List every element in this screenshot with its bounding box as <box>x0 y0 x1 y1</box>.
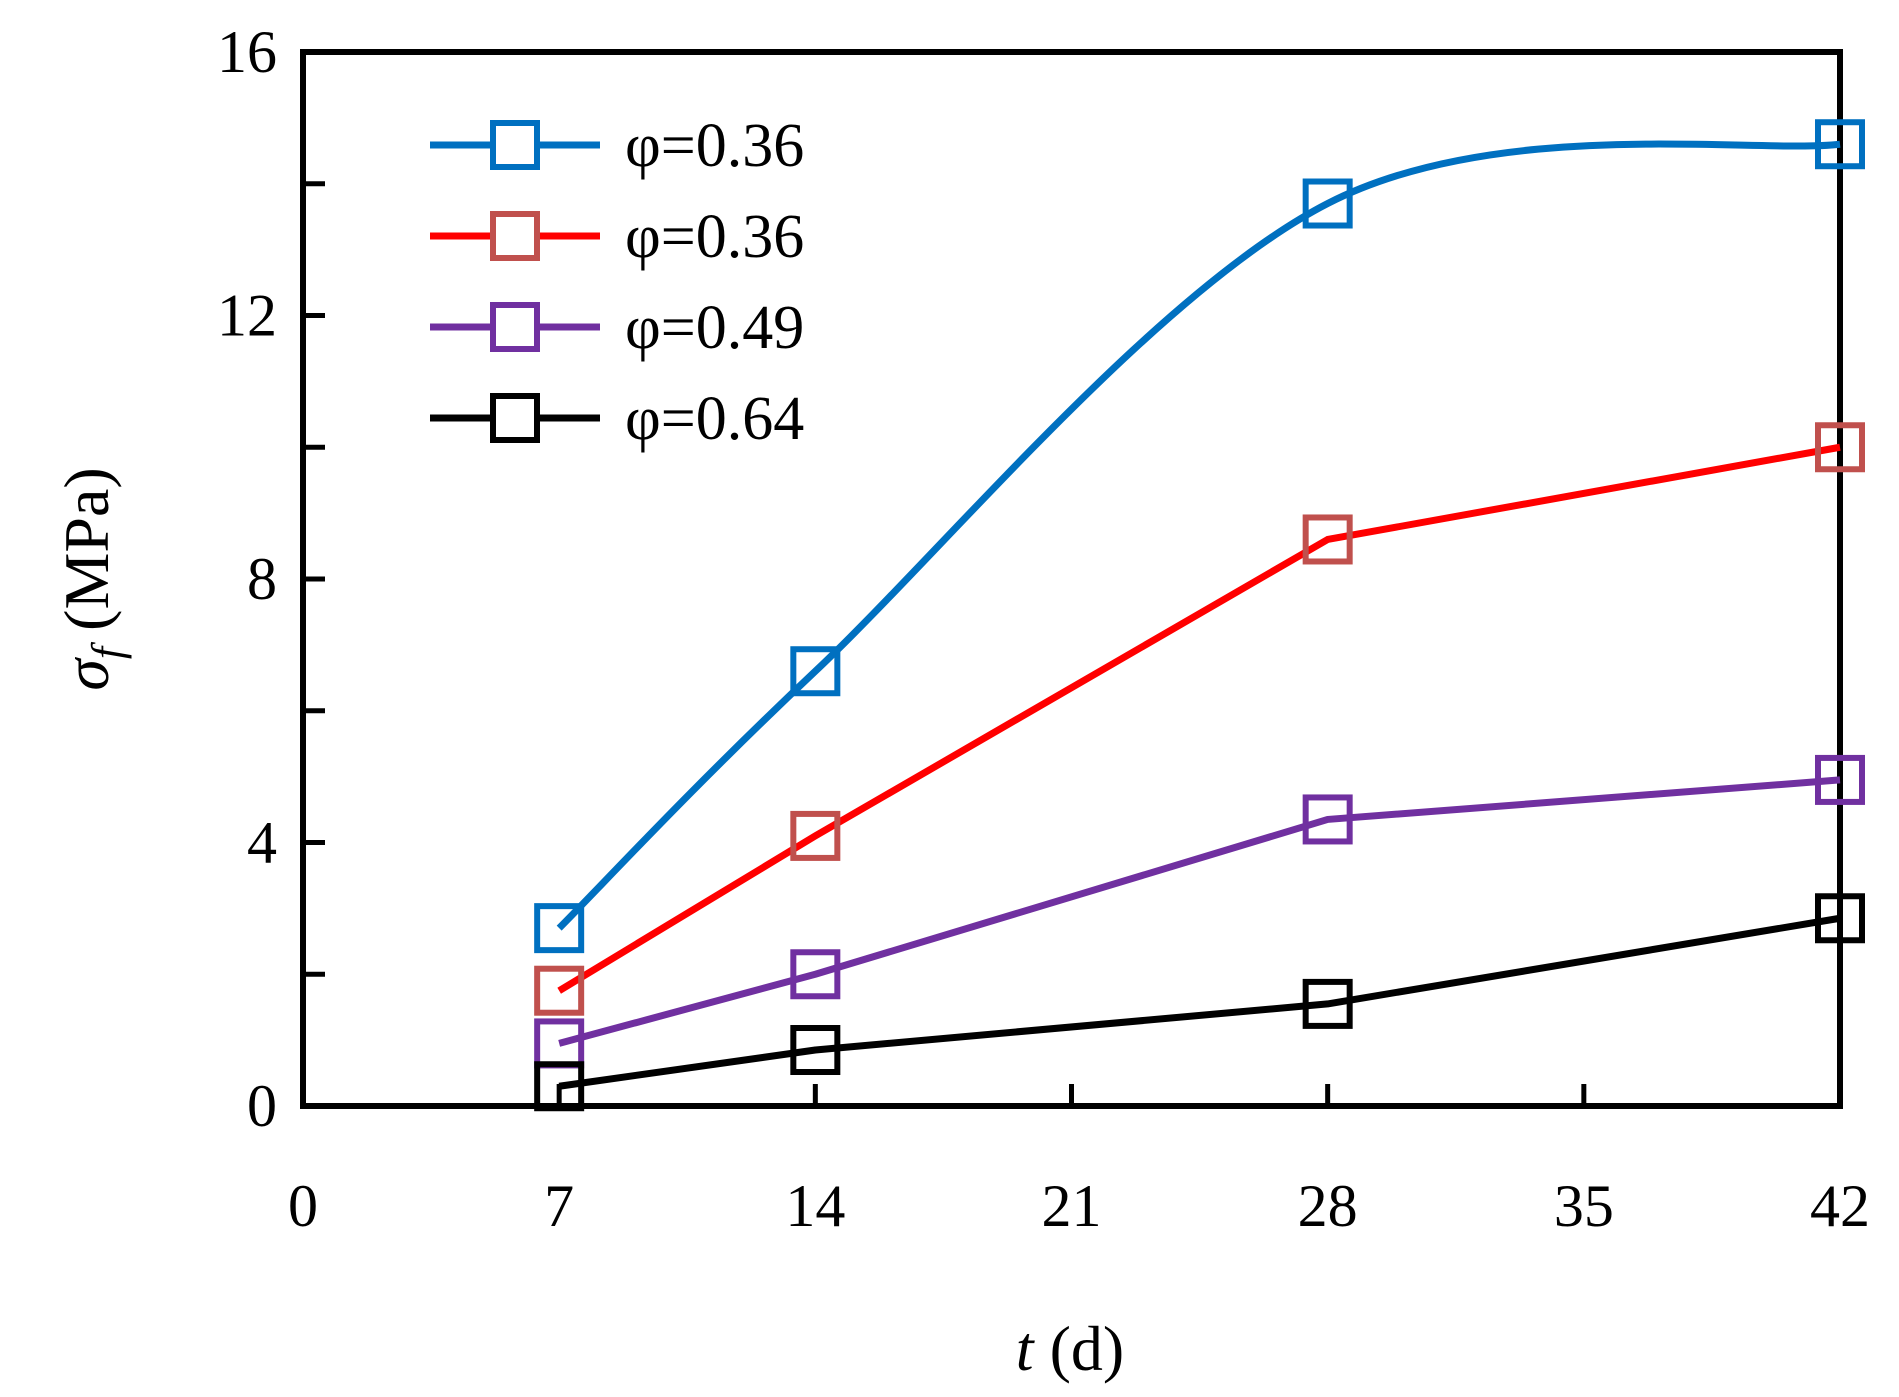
legend-item: φ=0.64 <box>430 385 804 453</box>
legend-item: φ=0.36 <box>430 112 804 180</box>
y-axis-title-var: σ <box>51 657 122 691</box>
y-tick-label: 8 <box>247 546 277 612</box>
legend-item: φ=0.36 <box>430 203 804 271</box>
data-point <box>1302 514 1353 565</box>
data-point <box>1302 794 1353 845</box>
data-point <box>1302 978 1353 1029</box>
series-0 <box>534 119 1865 954</box>
data-point <box>1302 178 1353 229</box>
x-axis-title-unit: (d) <box>1034 1313 1125 1384</box>
series-line <box>558 914 1841 1090</box>
legend-label: φ=0.36 <box>625 112 804 180</box>
data-point <box>1815 754 1865 805</box>
x-tick-label: 0 <box>288 1173 318 1239</box>
series-layer <box>534 119 1865 1112</box>
data-point <box>534 903 585 954</box>
legend-label: φ=0.36 <box>625 203 804 271</box>
legend-marker <box>490 393 540 443</box>
x-tick-label: 35 <box>1554 1173 1614 1239</box>
legend-label: φ=0.64 <box>625 385 804 453</box>
x-axis: 0 7 14 21 28 35 42 <box>288 1084 1870 1239</box>
series-2 <box>534 754 1865 1069</box>
data-point <box>790 1025 841 1076</box>
series-3 <box>534 893 1865 1112</box>
y-axis-title-unit: (MPa) <box>51 467 122 647</box>
x-tick-label: 42 <box>1810 1173 1870 1239</box>
y-axis-title: σf (MPa) <box>51 467 132 690</box>
legend: φ=0.36 φ=0.36 φ=0.49 φ=0.64 <box>430 112 804 453</box>
data-point <box>790 646 841 697</box>
data-point <box>1815 893 1865 944</box>
x-tick-label: 14 <box>785 1173 845 1239</box>
data-point <box>790 810 841 861</box>
x-tick-label: 28 <box>1298 1173 1358 1239</box>
x-tick-label: 7 <box>544 1173 574 1239</box>
data-point <box>1815 422 1865 473</box>
legend-marker <box>490 302 540 352</box>
x-axis-title-var: t <box>1016 1313 1036 1384</box>
data-point <box>790 949 841 1000</box>
y-axis: 0 4 8 12 16 <box>217 19 325 1139</box>
y-tick-label: 0 <box>247 1073 277 1139</box>
data-point <box>534 1061 585 1112</box>
series-1 <box>534 422 1865 1016</box>
y-tick-label: 4 <box>247 810 277 876</box>
series-line <box>557 443 1841 994</box>
legend-marker <box>490 211 540 261</box>
legend-item: φ=0.49 <box>430 294 804 362</box>
plot-area-frame <box>300 49 1843 1109</box>
legend-label: φ=0.49 <box>625 294 804 362</box>
x-axis-title: t (d) <box>1016 1313 1124 1384</box>
data-point <box>534 965 585 1016</box>
legend-marker <box>490 120 540 170</box>
series-line <box>556 140 1841 931</box>
data-point <box>1815 119 1865 170</box>
y-tick-label: 12 <box>217 283 277 349</box>
x-tick-label: 21 <box>1042 1173 1102 1239</box>
y-tick-label: 16 <box>217 19 277 85</box>
series-line <box>558 776 1841 1047</box>
